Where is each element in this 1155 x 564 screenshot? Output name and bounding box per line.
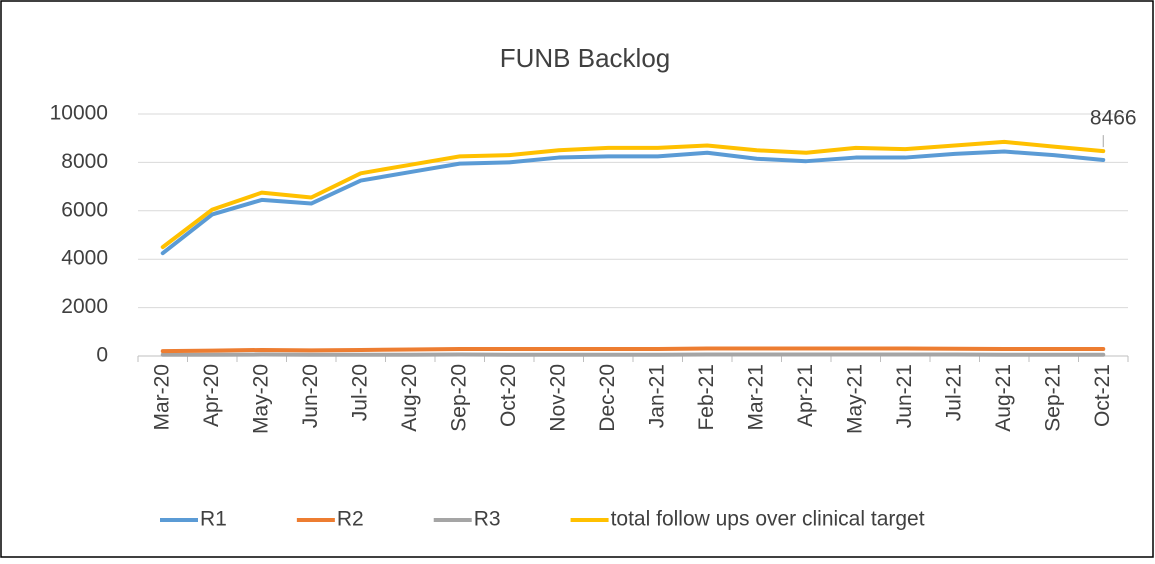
x-tick-label: Jun-21 bbox=[893, 364, 916, 428]
x-tick-label: Aug-20 bbox=[398, 364, 421, 432]
x-tick-label: Nov-20 bbox=[546, 364, 569, 432]
x-tick-label: Jun-20 bbox=[299, 364, 322, 428]
y-tick-label: 0 bbox=[96, 344, 108, 367]
x-tick-label: Aug-21 bbox=[992, 364, 1015, 432]
legend-label: R1 bbox=[200, 508, 227, 531]
x-tick-label: Mar-20 bbox=[150, 364, 173, 431]
series-line bbox=[163, 348, 1104, 351]
y-tick-label: 6000 bbox=[61, 198, 108, 221]
x-tick-label: Apr-21 bbox=[794, 364, 817, 427]
x-tick-label: Jan-21 bbox=[645, 364, 668, 428]
x-tick-label: Feb-21 bbox=[695, 364, 718, 431]
legend-label: R3 bbox=[474, 508, 501, 531]
data-label: 8466 bbox=[1090, 107, 1137, 130]
y-tick-label: 4000 bbox=[61, 247, 108, 270]
y-tick-label: 2000 bbox=[61, 295, 108, 318]
x-tick-label: Apr-20 bbox=[200, 364, 223, 427]
x-tick-label: Sep-20 bbox=[447, 364, 470, 432]
y-tick-label: 10000 bbox=[50, 102, 108, 125]
x-tick-label: Oct-20 bbox=[497, 364, 520, 427]
x-tick-label: Jul-21 bbox=[942, 364, 965, 421]
x-tick-label: Dec-20 bbox=[596, 364, 619, 432]
chart-title: FUNB Backlog bbox=[500, 43, 671, 73]
x-tick-label: Oct-21 bbox=[1091, 364, 1114, 427]
legend-label: R2 bbox=[337, 508, 364, 531]
x-tick-label: Sep-21 bbox=[1041, 364, 1064, 432]
x-tick-label: Jul-20 bbox=[348, 364, 371, 421]
x-tick-label: May-21 bbox=[843, 364, 866, 434]
x-tick-label: May-20 bbox=[249, 364, 272, 434]
x-tick-label: Mar-21 bbox=[744, 364, 767, 431]
y-tick-label: 8000 bbox=[61, 150, 108, 173]
legend-label: total follow ups over clinical target bbox=[611, 508, 925, 531]
